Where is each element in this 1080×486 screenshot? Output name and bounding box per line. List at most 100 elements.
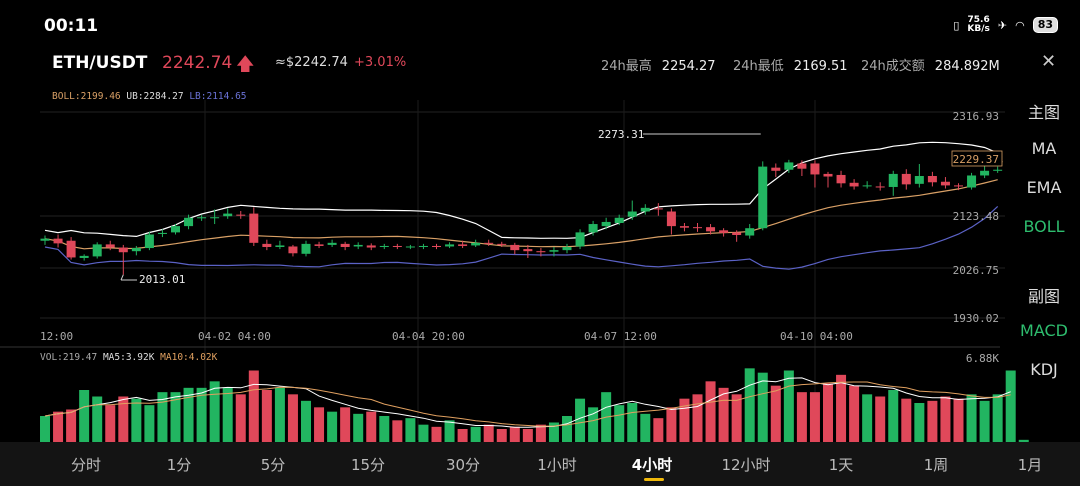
candle <box>379 245 389 248</box>
volume-bar <box>796 392 807 442</box>
candle <box>236 214 246 216</box>
volume-bar <box>849 385 860 442</box>
indicator-macd[interactable]: MACD <box>1020 321 1068 340</box>
tab-1h[interactable]: 1小时 <box>537 456 577 474</box>
volume-bar <box>575 398 586 442</box>
candle <box>640 207 650 212</box>
candle <box>601 221 611 227</box>
candle <box>405 246 415 248</box>
candle <box>366 245 376 248</box>
candle <box>118 247 128 253</box>
vibrate-icon: ▯ <box>953 18 960 32</box>
volume-bar <box>966 394 977 442</box>
volume-bar <box>875 396 886 442</box>
candle <box>353 244 363 247</box>
ub-value: UB:2284.27 <box>126 91 184 102</box>
interval-tabs: 分时 1分 5分 15分 30分 1小时 4小时 12小时 1天 1周 1月 <box>0 442 1080 486</box>
volume-bar <box>627 403 638 442</box>
candle <box>314 244 324 246</box>
volume-bar <box>274 387 285 442</box>
volume-bar <box>1005 370 1016 442</box>
candle <box>914 176 924 184</box>
tab-4h[interactable]: 4小时 <box>631 456 673 474</box>
ticker-header: ETH/USDT 2242.74 🡅 ≈$2242.74 +3.01% 24h最… <box>0 48 1080 78</box>
indicator-boll[interactable]: BOLL <box>1023 217 1065 236</box>
boll-value: BOLL:2199.46 <box>52 91 121 102</box>
battery-icon: 83 <box>1032 17 1058 33</box>
candle <box>627 211 637 217</box>
candles <box>40 159 1003 275</box>
tab-1mo[interactable]: 1月 <box>1017 456 1043 474</box>
status-bar: 00:11 ▯ 75.6 KB/s ✈ ◠ 83 <box>0 0 1080 50</box>
candle <box>797 163 807 169</box>
candle <box>131 248 141 252</box>
candle <box>171 226 180 233</box>
volume-bar <box>653 418 664 442</box>
volume-bar <box>953 398 964 442</box>
volume-bar <box>836 374 847 442</box>
candle <box>706 227 716 232</box>
volume-bar <box>522 429 533 442</box>
tab-timeline[interactable]: 分时 <box>70 456 102 474</box>
volume-bar <box>405 418 416 442</box>
lb-value: LB:2114.65 <box>189 91 247 102</box>
candle <box>875 186 885 188</box>
boll-upper-line <box>44 141 998 239</box>
volume-ma5-line <box>44 377 1011 428</box>
candle <box>523 249 533 252</box>
volume-bar <box>823 383 833 442</box>
active-tab-indicator <box>644 478 664 481</box>
tab-1d[interactable]: 1天 <box>828 456 854 474</box>
tab-1w[interactable]: 1周 <box>923 456 949 474</box>
volume-bar <box>183 387 194 442</box>
candle <box>549 250 559 252</box>
current-price-label: 2229.37 <box>953 153 999 166</box>
tab-15m[interactable]: 15分 <box>350 456 386 474</box>
volume-bar <box>248 370 259 442</box>
candle <box>719 230 729 233</box>
wifi-icon: ◠ <box>1015 18 1025 32</box>
candle <box>445 244 455 247</box>
volume-bar <box>562 416 572 442</box>
volume-bar <box>679 398 690 442</box>
indicator-kdj[interactable]: KDJ <box>1030 360 1058 379</box>
tab-1m[interactable]: 1分 <box>166 456 192 474</box>
candle <box>432 245 441 248</box>
candle <box>79 255 89 258</box>
candle <box>862 185 872 187</box>
stat-low: 24h最低 2169.51 <box>733 59 848 74</box>
tab-30m[interactable]: 30分 <box>445 456 481 474</box>
indicator-ma[interactable]: MA <box>1031 139 1057 158</box>
candle <box>614 217 624 223</box>
indicator-ema[interactable]: EMA <box>1026 178 1062 197</box>
volume-ma10-line <box>44 381 1011 427</box>
candle <box>53 238 63 244</box>
volume-bar <box>261 390 272 442</box>
volume-bar <box>40 416 50 442</box>
volume-bar <box>940 396 951 442</box>
candle <box>940 181 950 186</box>
volume-bar <box>470 426 481 442</box>
candle <box>92 244 102 257</box>
time-axis-label: 04-10 04:00 <box>780 330 853 343</box>
close-icon[interactable]: ✕ <box>1041 51 1057 72</box>
tab-5m[interactable]: 5分 <box>260 456 286 474</box>
volume-bar <box>588 407 599 442</box>
candle <box>262 243 272 248</box>
candle <box>954 185 963 187</box>
tab-12h[interactable]: 12小时 <box>721 456 771 474</box>
volume-bar <box>314 407 325 442</box>
high-annotation: 2273.31 <box>598 128 644 141</box>
volume-bar <box>901 398 912 442</box>
volume-bar <box>301 400 311 442</box>
candle <box>105 244 115 248</box>
volume-bar <box>457 429 468 442</box>
candle <box>392 245 402 248</box>
volume-bar <box>927 400 938 442</box>
candle <box>980 170 990 176</box>
candle <box>471 242 481 246</box>
arrow-up-icon: 🡅 <box>236 54 255 75</box>
pair-title[interactable]: ETH/USDT <box>52 53 148 73</box>
volume-bar <box>144 405 155 442</box>
